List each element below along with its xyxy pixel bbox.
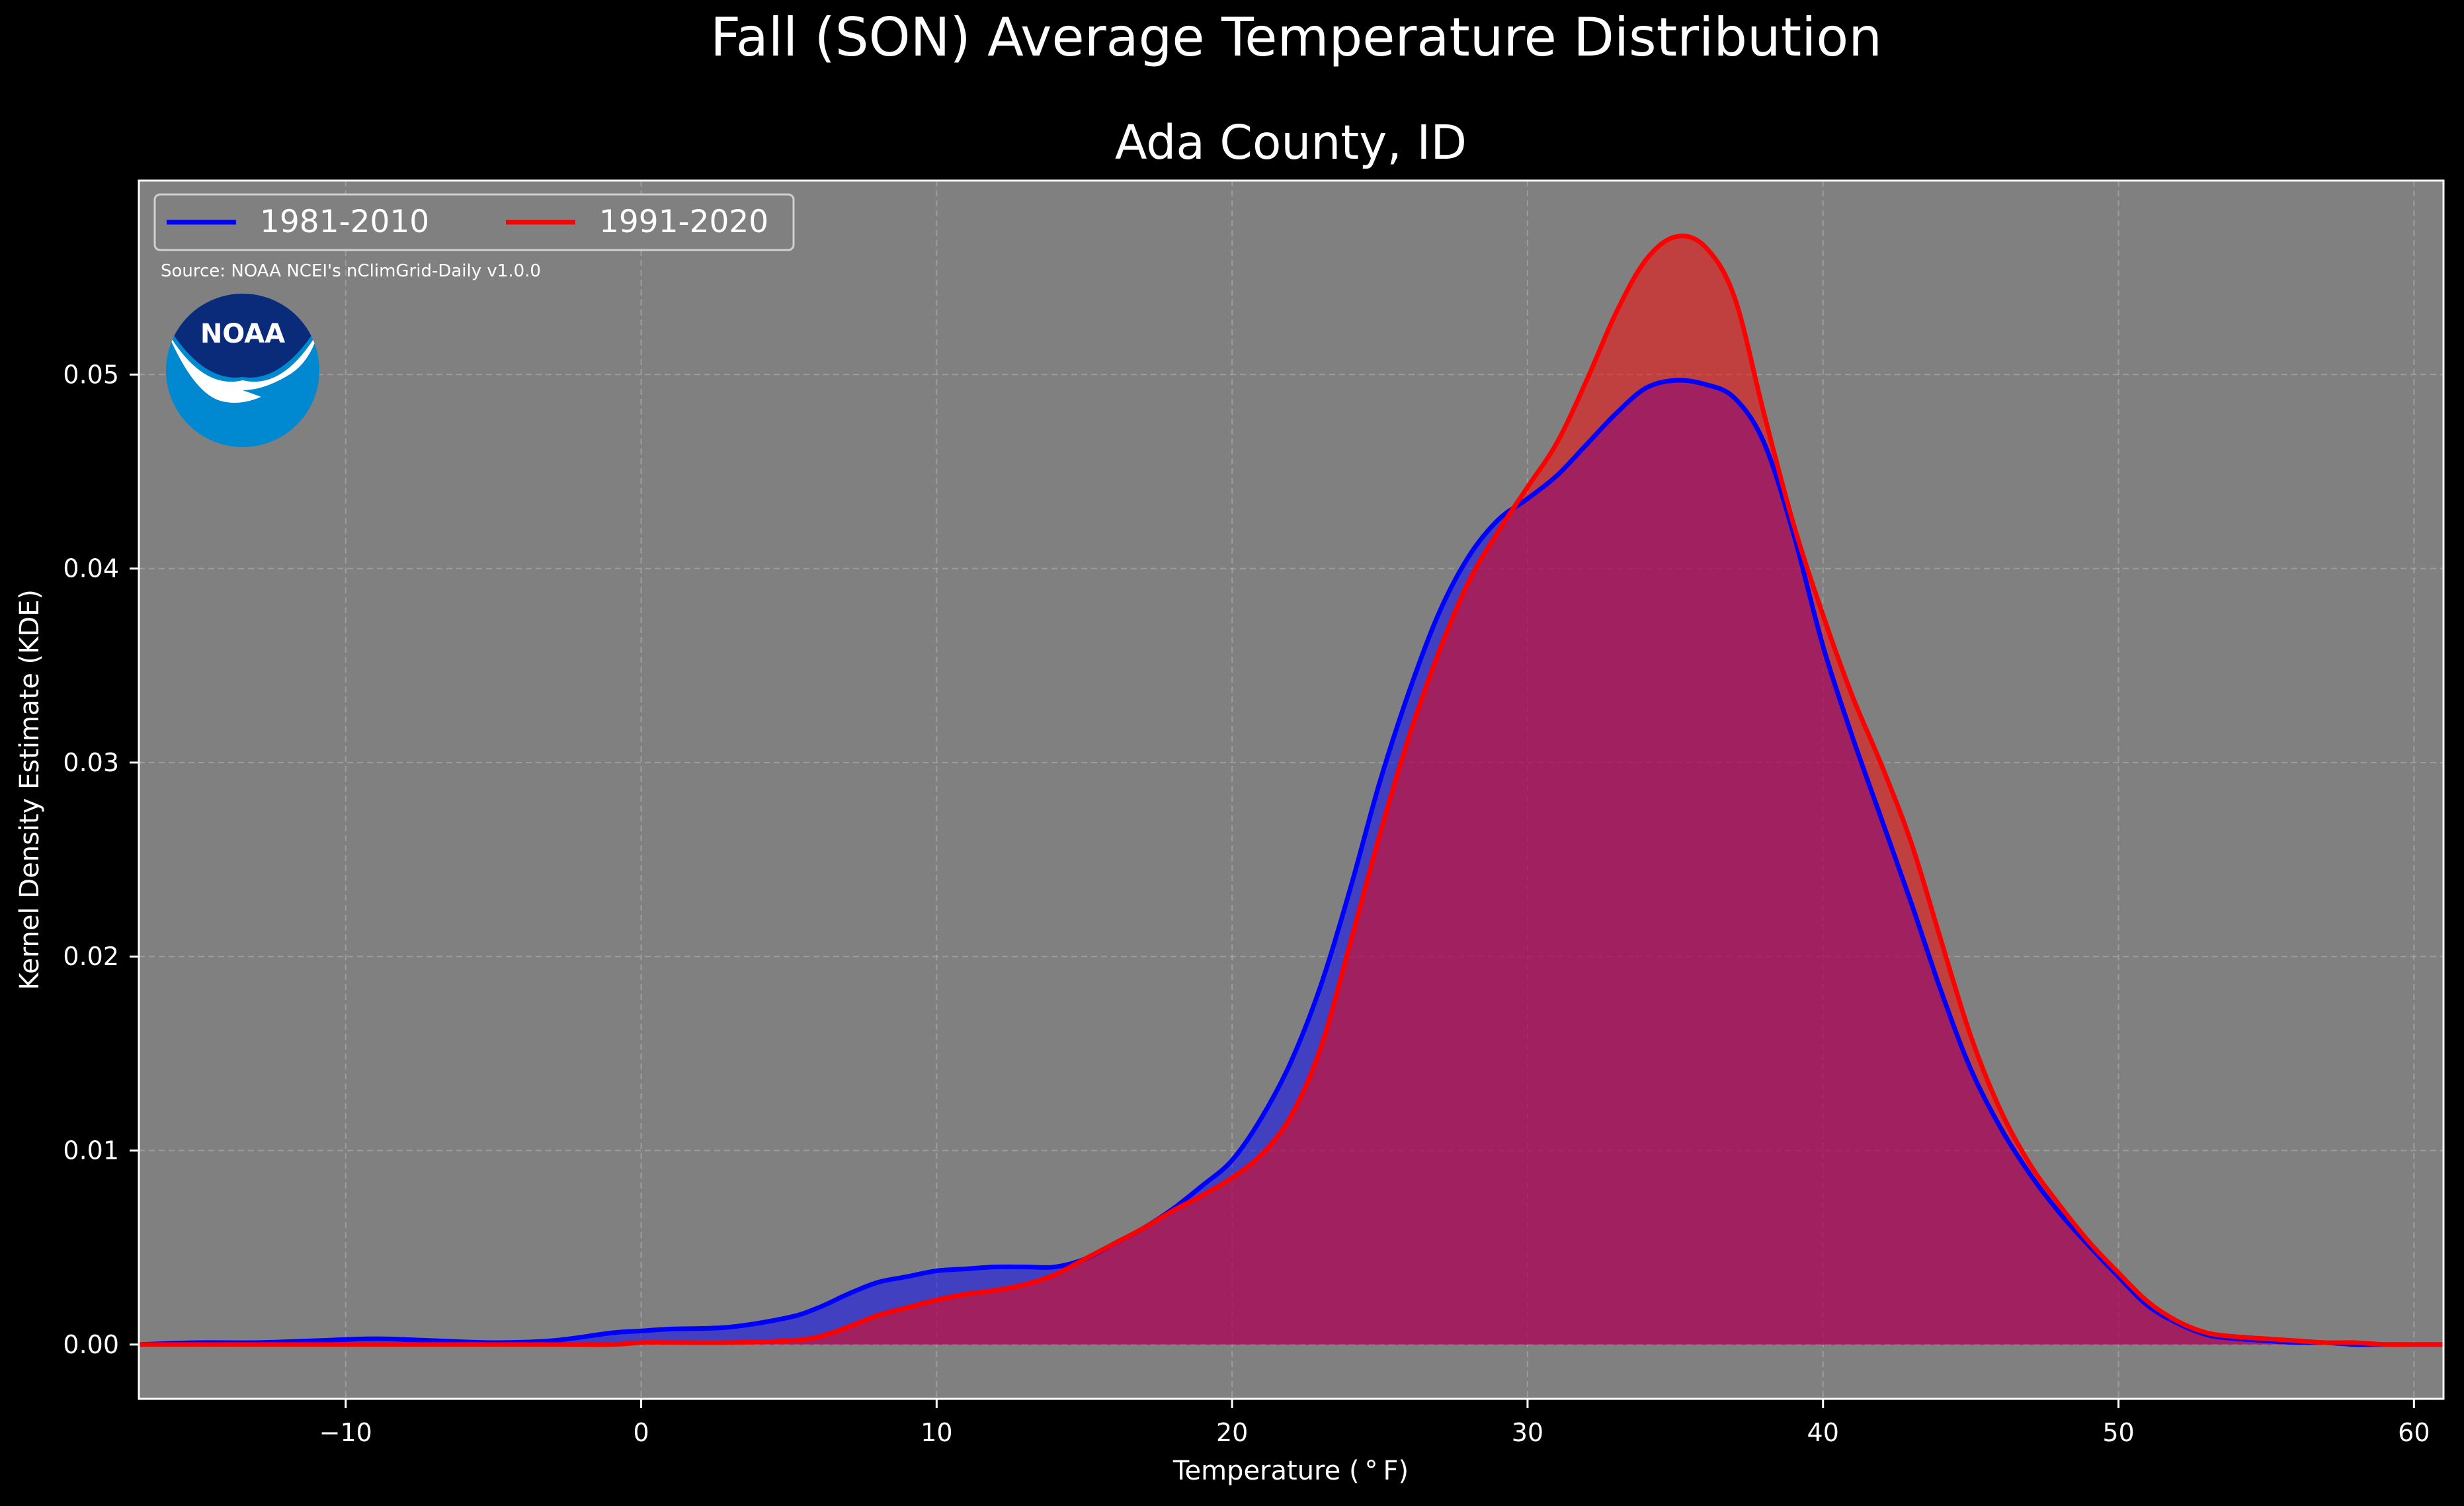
y-tick-label: 0.02	[63, 942, 119, 971]
logo-bird	[167, 331, 319, 403]
x-axis-ticks: −10 0 10 20 30 40 50 60	[319, 1399, 2430, 1447]
x-tick-label: 40	[1807, 1418, 1839, 1447]
x-tick-label: 10	[921, 1418, 952, 1447]
x-axis-label: Temperature ( ° F)	[1172, 1456, 1409, 1486]
y-tick-label: 0.00	[63, 1330, 119, 1359]
x-tick-label: 60	[2398, 1418, 2430, 1447]
legend-label-1981-2010: 1981-2010	[260, 204, 429, 240]
x-tick-label: 0	[633, 1418, 649, 1447]
area-fill-1991-2020	[139, 235, 2443, 1345]
y-axis-label: Kernel Density Estimate (KDE)	[15, 589, 45, 990]
legend-box	[153, 193, 795, 251]
source-note: Source: NOAA NCEI's nClimGrid-Daily v1.0…	[161, 261, 541, 281]
x-tick-label: 30	[1512, 1418, 1543, 1447]
x-tick-label: 50	[2102, 1418, 2134, 1447]
noaa-logo-icon: NOAA	[166, 294, 319, 447]
y-tick-label: 0.04	[63, 554, 119, 583]
logo-upper-field	[166, 294, 319, 378]
x-tick-label: −10	[319, 1418, 372, 1447]
legend-label-1991-2020: 1991-2020	[599, 204, 768, 240]
series-layer	[138, 233, 2443, 1347]
y-tick-label: 0.05	[63, 360, 119, 389]
y-axis-ticks: 0.00 0.01 0.02 0.03 0.04 0.05	[63, 360, 139, 1359]
plot-frame	[138, 179, 2445, 1400]
series-line-1981-2010	[138, 378, 2443, 1347]
y-tick-label: 0.01	[63, 1136, 119, 1165]
y-tick-label: 0.03	[63, 748, 119, 777]
chart-subtitle: Ada County, ID	[1115, 115, 1467, 170]
logo-text: NOAA	[200, 319, 285, 349]
series-line-1991-2020	[139, 233, 2443, 1347]
legend: 1981-2010 1991-2020	[153, 193, 795, 251]
chart-title: Fall (SON) Average Temperature Distribut…	[710, 7, 1882, 68]
x-tick-label: 20	[1216, 1418, 1248, 1447]
